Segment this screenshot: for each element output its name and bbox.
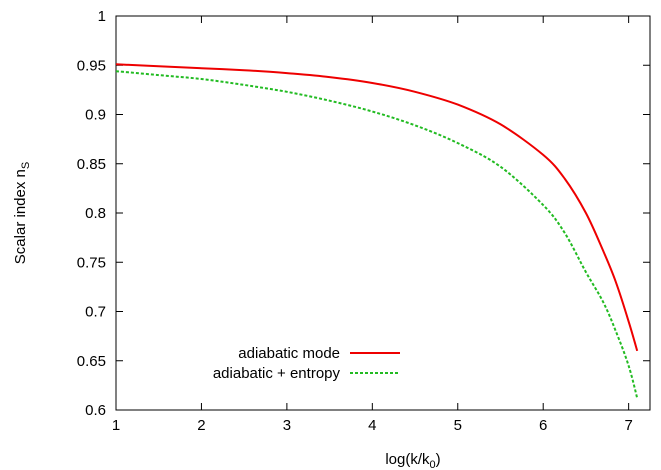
y-tick-label: 0.8 — [85, 205, 106, 222]
x-tick-label: 6 — [539, 417, 547, 434]
y-tick-label: 0.6 — [85, 402, 106, 419]
x-tick-label: 5 — [454, 417, 462, 434]
y-tick-label: 0.75 — [77, 254, 106, 271]
series-line-entropy — [115, 70, 639, 399]
x-tick-label: 7 — [624, 417, 632, 434]
y-axis-label: Scalar index nS — [12, 162, 32, 264]
y-tick-label: 0.7 — [85, 304, 106, 321]
x-tick-label: 2 — [197, 417, 205, 434]
y-tick-label: 0.95 — [77, 57, 106, 74]
y-tick-label: 0.85 — [77, 156, 106, 173]
ticks: 1 2 3 4 5 6 7 0.6 0.65 0.7 0.75 0.8 0.85 0.9 0.95 1 — [77, 8, 650, 434]
x-tick-label: 1 — [112, 417, 120, 434]
series-layer — [115, 63, 639, 399]
y-tick-label: 0.9 — [85, 107, 106, 124]
y-tick-label: 1 — [98, 8, 106, 25]
series-line-adiabatic — [115, 63, 639, 352]
x-tick-label: 3 — [283, 417, 291, 434]
x-axis-label: log(k/k0) — [385, 451, 440, 470]
legend: adiabatic mode adiabatic + entropy — [213, 345, 400, 382]
y-tick-label: 0.65 — [77, 353, 106, 370]
axes — [115, 15, 651, 411]
legend-label-adiabatic: adiabatic mode — [238, 345, 340, 362]
x-tick-label: 4 — [368, 417, 376, 434]
legend-label-entropy: adiabatic + entropy — [213, 365, 341, 382]
plot-frame — [115, 15, 651, 411]
